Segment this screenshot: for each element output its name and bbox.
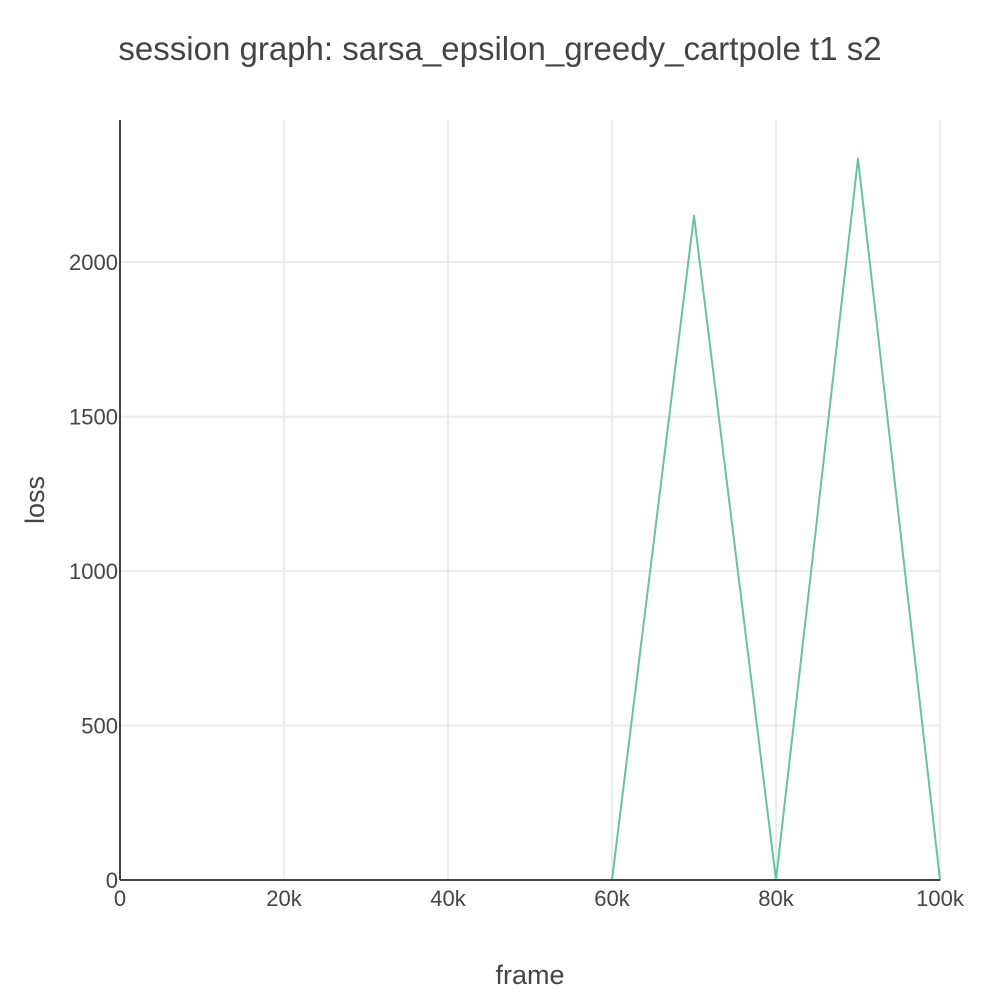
- y-tick-label: 1500: [69, 405, 118, 430]
- axes: [119, 120, 940, 881]
- chart-title: session graph: sarsa_epsilon_greedy_cart…: [118, 30, 881, 67]
- y-tick-label: 2000: [69, 250, 118, 275]
- series-layer: [201, 157, 941, 881]
- data-point: [693, 214, 695, 217]
- data-point: [857, 157, 859, 160]
- y-axis-title: loss: [20, 476, 50, 524]
- x-tick-label: 40k: [430, 886, 466, 911]
- x-tick-label: 60k: [594, 886, 630, 911]
- x-tick-label: 0: [114, 886, 126, 911]
- y-tick-label: 0: [106, 868, 118, 893]
- grid: [120, 120, 941, 880]
- x-tick-label: 20k: [266, 886, 302, 911]
- x-axis-title: frame: [495, 960, 564, 990]
- y-tick-label: 1000: [69, 559, 118, 584]
- x-tick-label: 80k: [758, 886, 794, 911]
- tick-labels: 0 20k 40k 60k 80k 100k 0 500 1000 1500 2000: [69, 250, 965, 911]
- series-line: [202, 157, 941, 881]
- y-tick-label: 500: [81, 714, 118, 739]
- x-tick-label: 100k: [916, 886, 965, 911]
